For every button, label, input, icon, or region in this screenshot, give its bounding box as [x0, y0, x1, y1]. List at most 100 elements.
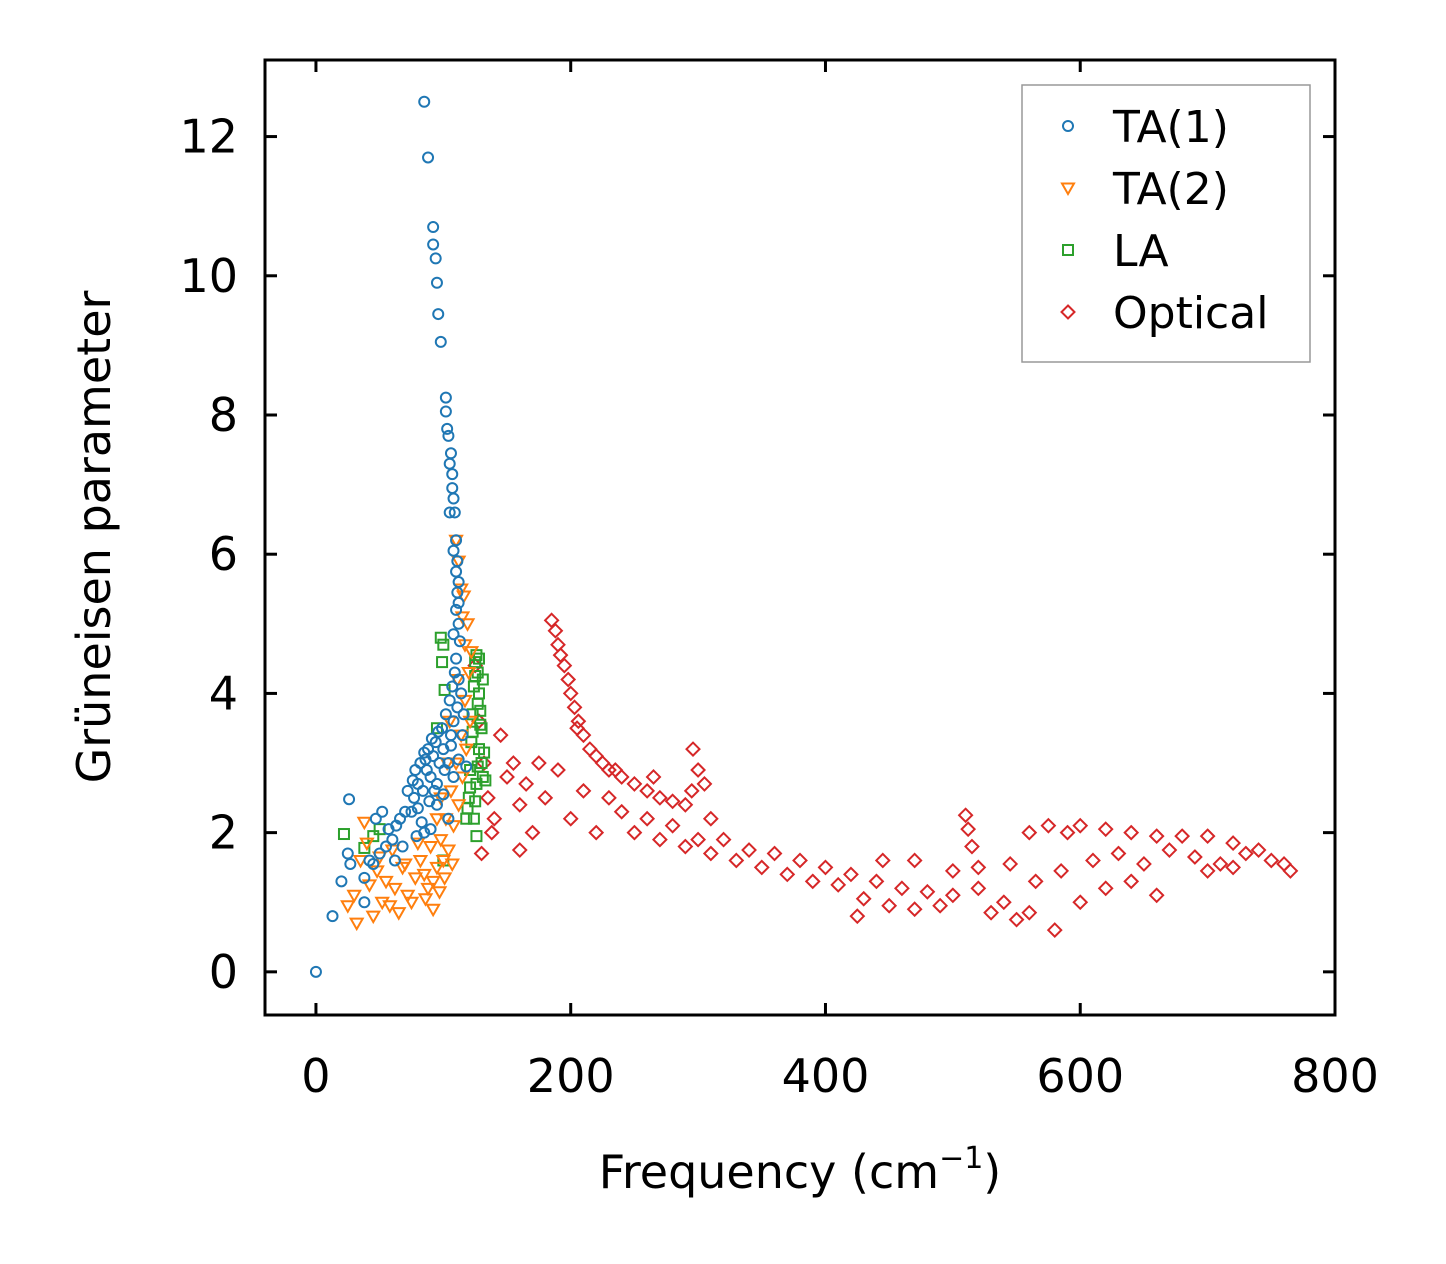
data-point [1136, 856, 1152, 872]
data-point [422, 151, 435, 164]
data-point [410, 837, 426, 852]
data-point [1225, 859, 1242, 876]
data-point [447, 715, 460, 728]
data-point [439, 391, 452, 404]
data-point [792, 852, 808, 869]
data-point [344, 857, 357, 870]
data-point [626, 775, 643, 792]
data-point [1282, 863, 1299, 879]
data-point [443, 506, 456, 519]
data-point [367, 857, 380, 870]
data-point [906, 852, 923, 869]
data-point [479, 774, 492, 787]
data-point [817, 859, 834, 876]
data-point [483, 824, 500, 841]
data-point [1186, 849, 1203, 865]
data-point [651, 789, 668, 806]
data-point [932, 897, 949, 914]
data-point [874, 852, 891, 869]
data-point [451, 701, 464, 714]
y-axis-ticks: 0 2 4 6 8 10 12 [179, 110, 1335, 999]
x-axis-title-sup: −1 [939, 1141, 983, 1176]
data-point [470, 777, 483, 790]
data-point [702, 810, 719, 827]
data-point [408, 791, 421, 804]
data-point [373, 823, 386, 836]
plot-area [309, 95, 1299, 978]
data-point [433, 834, 449, 848]
data-point [453, 583, 469, 598]
data-point [434, 335, 447, 348]
data-point [444, 858, 460, 872]
data-point [458, 743, 474, 758]
data-point [463, 646, 480, 660]
data-point [964, 838, 980, 855]
data-point [690, 831, 707, 848]
data-point [471, 697, 484, 710]
data-point [518, 775, 535, 792]
data-point [382, 900, 398, 914]
data-point [601, 762, 617, 778]
data-point [399, 805, 412, 818]
data-point [569, 720, 585, 737]
y-tick-label: 2 [209, 806, 238, 860]
data-point [388, 854, 401, 867]
x-tick-label: 0 [301, 1049, 330, 1103]
data-point [416, 868, 432, 883]
data-point [881, 897, 898, 914]
data-point [476, 770, 489, 783]
data-point [397, 858, 413, 872]
data-point [476, 673, 489, 686]
data-point [1148, 887, 1165, 904]
data-point [359, 837, 375, 852]
data-point [511, 796, 528, 813]
data-point [391, 907, 407, 921]
data-point [452, 617, 465, 630]
data-point [432, 308, 445, 321]
data-point [448, 506, 461, 519]
data-point [446, 468, 459, 481]
data-point [387, 882, 403, 897]
data-point [378, 875, 394, 890]
data-point [1002, 856, 1019, 872]
data-point [957, 807, 974, 824]
data-point [1072, 817, 1089, 834]
legend-marker-optical [1060, 304, 1076, 320]
data-point [405, 805, 418, 818]
data-point [454, 611, 471, 625]
data-point [423, 795, 436, 808]
data-point [380, 840, 393, 853]
data-point [467, 812, 480, 825]
data-point [575, 782, 592, 799]
data-point [843, 866, 859, 883]
data-point [403, 896, 420, 911]
data-point [326, 910, 339, 923]
data-point [417, 893, 434, 907]
y-tick-label: 12 [179, 110, 238, 164]
legend-label: TA(1) [1112, 102, 1229, 153]
data-point [455, 687, 468, 700]
data-point [849, 908, 866, 925]
data-point [685, 741, 701, 758]
data-point [486, 810, 503, 827]
data-point [441, 422, 454, 435]
data-point [424, 770, 437, 783]
data-point [893, 880, 910, 897]
data-point [341, 847, 354, 860]
data-point [1040, 817, 1057, 834]
data-point [443, 457, 456, 470]
data-point [460, 760, 473, 773]
data-point [550, 762, 566, 778]
data-point [420, 882, 436, 897]
legend-marker-la [1062, 244, 1074, 256]
data-point [830, 876, 847, 893]
data-point [1263, 852, 1280, 869]
y-tick-label: 6 [209, 527, 238, 581]
x-axis-title: Frequency (cm−1) [599, 1141, 1002, 1199]
data-point [407, 872, 424, 886]
data-point [480, 789, 496, 806]
legend-label: Optical [1113, 288, 1268, 339]
y-axis-title: Grüneisen parameter [67, 290, 121, 783]
data-point [429, 813, 445, 827]
